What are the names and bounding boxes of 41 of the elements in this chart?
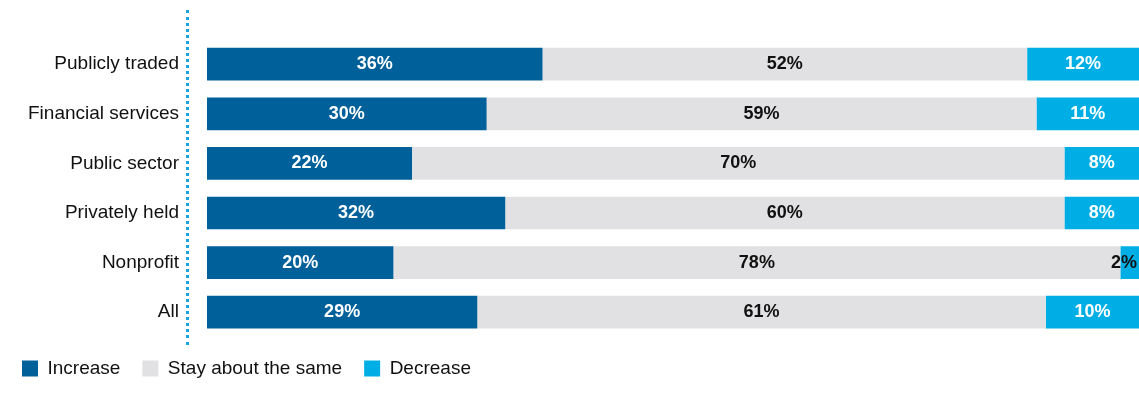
legend-label: Decrease bbox=[389, 356, 471, 378]
data-label: 52% bbox=[766, 53, 803, 74]
y-tick-label: Privately held bbox=[64, 201, 179, 223]
legend-label: Stay about the same bbox=[167, 356, 343, 378]
y-tick-label: Publicly traded bbox=[54, 52, 179, 74]
bar bbox=[207, 295, 478, 329]
bar bbox=[207, 246, 394, 279]
y-tick-label: Public sector bbox=[70, 151, 180, 173]
data-label: 78% bbox=[738, 251, 775, 272]
data-label: 32% bbox=[338, 201, 375, 222]
bar bbox=[207, 196, 506, 230]
data-label: 11% bbox=[1070, 102, 1106, 123]
data-label: 8% bbox=[1088, 152, 1115, 173]
data-label: 29% bbox=[324, 301, 361, 322]
legend-label: Increase bbox=[47, 356, 121, 378]
bar bbox=[477, 295, 1046, 329]
data-label: 10% bbox=[1074, 301, 1111, 322]
bar bbox=[412, 147, 1065, 180]
data-label: 30% bbox=[328, 102, 365, 123]
y-tick-label: All bbox=[157, 300, 179, 322]
data-label: 36% bbox=[356, 53, 393, 74]
bar bbox=[1027, 47, 1139, 81]
data-label: 61% bbox=[743, 301, 780, 322]
data-label: 8% bbox=[1088, 201, 1115, 222]
bar bbox=[486, 97, 1037, 131]
y-tick-label: Nonprofit bbox=[101, 250, 180, 272]
y-tick-label: Financial services bbox=[28, 102, 179, 124]
bar bbox=[542, 47, 1028, 81]
data-label: 59% bbox=[743, 102, 780, 123]
data-label: 22% bbox=[291, 152, 328, 173]
bar bbox=[1064, 147, 1139, 180]
data-label: 20% bbox=[282, 251, 319, 272]
bar bbox=[207, 97, 487, 131]
bar bbox=[1045, 295, 1139, 329]
data-label: 12% bbox=[1065, 53, 1102, 74]
data-label: 60% bbox=[766, 201, 803, 222]
bar bbox=[505, 196, 1065, 230]
data-label: 70% bbox=[720, 152, 757, 173]
bar bbox=[207, 47, 543, 81]
bar bbox=[207, 147, 413, 180]
bar bbox=[1036, 97, 1139, 131]
